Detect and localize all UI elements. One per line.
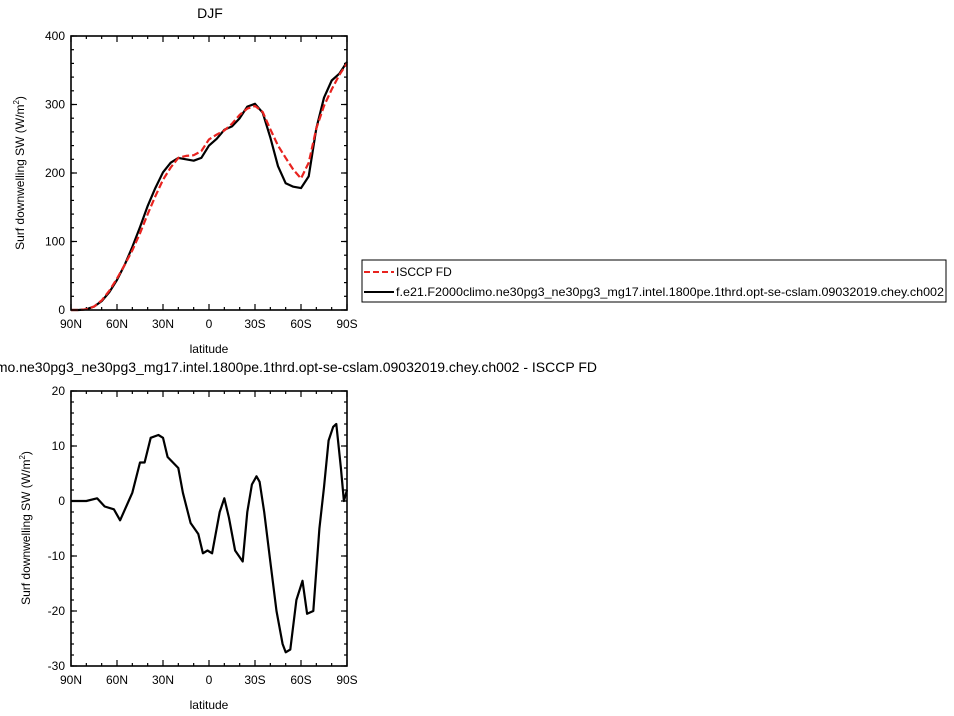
- top-chart-frame: [70, 35, 348, 311]
- legend-box: [361, 259, 947, 303]
- bottom-chart-title: f.e21.F2000climo.ne30pg3_ne30pg3_mg17.in…: [0, 359, 597, 375]
- top-chart-ytick-label: 200: [45, 166, 65, 180]
- bottom-chart-ytick-label: 20: [52, 384, 66, 398]
- top-chart-xtick-label: 0: [206, 317, 213, 331]
- bottom-chart-xtick-label: 0: [206, 673, 213, 687]
- bottom-chart-xtick-label: 30S: [244, 673, 265, 687]
- top-chart-xtick-label: 60N: [106, 317, 128, 331]
- top-chart-ylabel-sup: 2: [12, 100, 21, 105]
- bottom-chart-ylabel-sup: 2: [18, 455, 27, 460]
- bottom-chart-ytick-label: 0: [58, 494, 65, 508]
- bottom-chart-xtick-label: 90S: [336, 673, 357, 687]
- top-chart-ytick-label: 0: [58, 303, 65, 317]
- top-chart-series: [71, 61, 348, 312]
- top-chart-ytick-label: 300: [45, 98, 65, 112]
- top-chart-xtick-label: 30S: [244, 317, 265, 331]
- top-chart-series-model: [71, 61, 348, 312]
- bottom-chart-ticks: 90N 60N 30N 0 30S 60S 90S -30 -20 -10 0 10 20: [48, 384, 358, 687]
- top-chart-title: DJF: [197, 5, 223, 21]
- bottom-chart-ytick-label: -10: [48, 549, 66, 563]
- bottom-chart-ytick-label: -20: [48, 604, 66, 618]
- top-chart-xtick-label: 90S: [336, 317, 357, 331]
- bottom-chart-ytick-label: -30: [48, 659, 66, 673]
- top-chart-xtick-label: 30N: [152, 317, 174, 331]
- bottom-chart-xtick-label: 60S: [290, 673, 311, 687]
- top-chart-xtick-label: 60S: [290, 317, 311, 331]
- top-chart: DJF 90N 60N 30N 0 30S 60S 90S 0 100 200 300 400 lat…: [12, 5, 358, 356]
- bottom-chart-ylabel: Surf downwelling SW (W/m2): [18, 451, 33, 605]
- top-chart-ylabel-text: Surf downwelling SW (W/m: [13, 105, 27, 250]
- top-chart-xlabel: latitude: [190, 342, 229, 356]
- bottom-chart-series: [71, 422, 349, 654]
- bottom-chart-xtick-label: 60N: [106, 673, 128, 687]
- legend: ISCCP FD f.e21.F2000climo.ne30pg3_ne30pg…: [361, 259, 947, 303]
- top-chart-ylabel: Surf downwelling SW (W/m2): [12, 96, 27, 250]
- top-chart-series-obs: [71, 62, 348, 312]
- legend-label-obs: ISCCP FD: [396, 265, 452, 279]
- legend-label-model: f.e21.F2000climo.ne30pg3_ne30pg3_mg17.in…: [396, 285, 944, 299]
- top-chart-ticks: 90N 60N 30N 0 30S 60S 90S 0 100 200 300 400: [45, 29, 358, 331]
- top-chart-xtick-label: 90N: [60, 317, 82, 331]
- bottom-chart-series-model: [71, 422, 349, 654]
- bottom-chart-xlabel: latitude: [190, 698, 229, 712]
- top-chart-ylabel-end: ): [13, 96, 27, 100]
- bottom-chart-ylabel-end: ): [19, 451, 33, 455]
- bottom-chart-frame: [70, 390, 348, 667]
- top-chart-ytick-label: 100: [45, 235, 65, 249]
- bottom-chart-ylabel-text: Surf downwelling SW (W/m: [19, 460, 33, 605]
- bottom-chart-xtick-label: 30N: [152, 673, 174, 687]
- bottom-chart: f.e21.F2000climo.ne30pg3_ne30pg3_mg17.in…: [0, 359, 597, 712]
- bottom-chart-ytick-label: 10: [52, 439, 66, 453]
- top-chart-ytick-label: 400: [45, 29, 65, 43]
- bottom-chart-xtick-label: 90N: [60, 673, 82, 687]
